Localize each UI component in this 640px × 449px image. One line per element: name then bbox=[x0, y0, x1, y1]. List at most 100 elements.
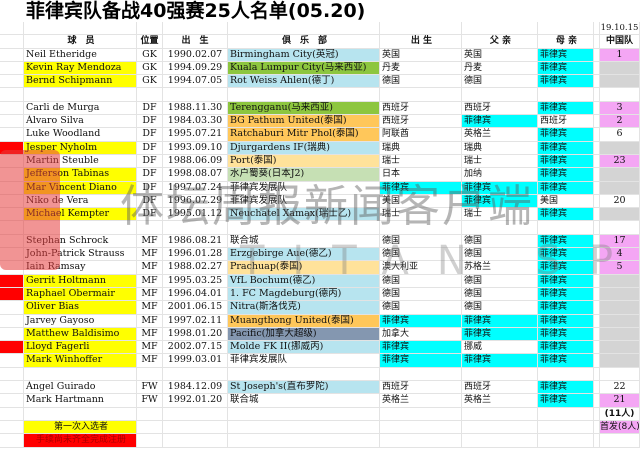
birthplace[interactable]: 澳大利亚 bbox=[380, 261, 462, 274]
birthplace[interactable]: 西班牙 bbox=[380, 381, 462, 394]
birth-date[interactable]: 1992.01.20 bbox=[163, 394, 228, 407]
cell[interactable] bbox=[594, 194, 600, 208]
birthplace[interactable]: 德国 bbox=[380, 301, 462, 314]
father-nation[interactable]: 英格兰 bbox=[462, 128, 538, 141]
cell[interactable] bbox=[0, 88, 24, 101]
father-nation[interactable]: 德国 bbox=[462, 234, 538, 248]
mother-nation[interactable]: 菲律宾 bbox=[538, 248, 594, 261]
cell[interactable] bbox=[594, 221, 600, 234]
cell[interactable] bbox=[594, 274, 600, 287]
mother-nation[interactable]: 菲律宾 bbox=[538, 61, 594, 75]
cell[interactable] bbox=[462, 434, 538, 447]
cell[interactable] bbox=[163, 367, 228, 381]
cell[interactable] bbox=[594, 234, 600, 248]
cell[interactable] bbox=[600, 434, 640, 447]
father-nation[interactable]: 德国 bbox=[462, 287, 538, 301]
header-club[interactable]: 俱 乐 部 bbox=[228, 35, 380, 48]
birth-date[interactable]: 2001.06.15 bbox=[163, 301, 228, 314]
birth-date[interactable]: 1988.06.09 bbox=[163, 154, 228, 168]
mother-nation[interactable]: 菲律宾 bbox=[538, 381, 594, 394]
player-name[interactable]: Bernd Schipmann bbox=[24, 75, 137, 88]
father-nation[interactable]: 菲律宾 bbox=[462, 354, 538, 367]
position[interactable]: MF bbox=[137, 354, 163, 367]
registration-marker[interactable] bbox=[0, 301, 24, 314]
cell[interactable] bbox=[600, 88, 640, 101]
birthplace[interactable]: 加拿大 bbox=[380, 327, 462, 341]
cell[interactable] bbox=[137, 367, 163, 381]
cell[interactable] bbox=[594, 367, 600, 381]
birth-date[interactable]: 1986.08.21 bbox=[163, 234, 228, 248]
cell[interactable] bbox=[137, 88, 163, 101]
registration-marker[interactable] bbox=[0, 61, 24, 75]
cell[interactable] bbox=[137, 22, 163, 35]
china-match-number[interactable] bbox=[600, 208, 640, 221]
cell[interactable] bbox=[538, 221, 594, 234]
club[interactable]: 菲律宾发展队 bbox=[228, 181, 380, 194]
birthplace[interactable]: 菲律宾 bbox=[380, 341, 462, 354]
cell[interactable] bbox=[163, 434, 228, 447]
birthplace[interactable]: 英格兰 bbox=[380, 394, 462, 407]
cell[interactable] bbox=[228, 22, 380, 35]
cell[interactable] bbox=[137, 434, 163, 447]
china-match-number[interactable]: 20 bbox=[600, 194, 640, 208]
cell[interactable] bbox=[538, 420, 594, 434]
birth-date[interactable]: 1993.09.10 bbox=[163, 141, 228, 154]
birthplace[interactable]: 菲律宾 bbox=[380, 314, 462, 327]
cell[interactable] bbox=[380, 407, 462, 420]
father-nation[interactable]: 西班牙 bbox=[462, 101, 538, 115]
position[interactable]: GK bbox=[137, 75, 163, 88]
china-match-number[interactable] bbox=[600, 141, 640, 154]
cell[interactable] bbox=[228, 420, 380, 434]
cell[interactable] bbox=[0, 367, 24, 381]
birth-date[interactable]: 1999.03.01 bbox=[163, 354, 228, 367]
birthplace[interactable]: 英国 bbox=[380, 48, 462, 61]
starter-note[interactable]: 首发(8人) bbox=[600, 420, 640, 434]
cell[interactable] bbox=[594, 154, 600, 168]
club[interactable]: Nitra(斯洛伐克) bbox=[228, 301, 380, 314]
mother-nation[interactable]: 菲律宾 bbox=[538, 314, 594, 327]
position[interactable]: MF bbox=[137, 341, 163, 354]
cell[interactable] bbox=[228, 88, 380, 101]
father-nation[interactable]: 丹麦 bbox=[462, 61, 538, 75]
china-match-number[interactable] bbox=[600, 314, 640, 327]
birth-date[interactable]: 1995.03.25 bbox=[163, 274, 228, 287]
china-match-number[interactable]: 2 bbox=[600, 115, 640, 128]
player-name[interactable]: Raphael Obermair bbox=[24, 287, 137, 301]
birth-date[interactable]: 1988.02.27 bbox=[163, 261, 228, 274]
registration-marker[interactable] bbox=[0, 287, 24, 301]
father-nation[interactable]: 英格兰 bbox=[462, 394, 538, 407]
registration-marker[interactable] bbox=[0, 101, 24, 115]
cell[interactable] bbox=[0, 22, 24, 35]
cell[interactable] bbox=[594, 141, 600, 154]
registration-marker[interactable] bbox=[0, 48, 24, 61]
club[interactable]: VfL Bochum(德乙) bbox=[228, 274, 380, 287]
china-match-number[interactable]: 3 bbox=[600, 101, 640, 115]
legend-red[interactable]: 手续尚未齐全完成注册 bbox=[24, 434, 137, 447]
cell[interactable] bbox=[380, 221, 462, 234]
cell[interactable] bbox=[594, 128, 600, 141]
birth-date[interactable]: 1996.04.01 bbox=[163, 287, 228, 301]
cell[interactable] bbox=[594, 434, 600, 447]
legend-yellow[interactable]: 第一次入选者 bbox=[24, 420, 137, 434]
position[interactable]: GK bbox=[137, 48, 163, 61]
position[interactable]: DF bbox=[137, 101, 163, 115]
cell[interactable] bbox=[538, 88, 594, 101]
cell[interactable] bbox=[594, 248, 600, 261]
cell[interactable] bbox=[462, 367, 538, 381]
cell[interactable] bbox=[380, 420, 462, 434]
cell[interactable] bbox=[594, 341, 600, 354]
mother-nation[interactable]: 菲律宾 bbox=[538, 128, 594, 141]
player-name[interactable]: Stephan Schrock bbox=[24, 234, 137, 248]
mother-nation[interactable]: 美国 bbox=[538, 194, 594, 208]
father-nation[interactable]: 瑞典 bbox=[462, 141, 538, 154]
mother-nation[interactable]: 菲律宾 bbox=[538, 301, 594, 314]
birthplace[interactable]: 德国 bbox=[380, 287, 462, 301]
father-nation[interactable]: 加纳 bbox=[462, 168, 538, 181]
cell[interactable] bbox=[163, 221, 228, 234]
birthplace[interactable]: 丹麦 bbox=[380, 61, 462, 75]
cell[interactable] bbox=[24, 407, 137, 420]
club[interactable]: BG Pathum United(泰国) bbox=[228, 115, 380, 128]
cell[interactable] bbox=[594, 88, 600, 101]
cell[interactable] bbox=[380, 88, 462, 101]
father-nation[interactable]: 德国 bbox=[462, 274, 538, 287]
